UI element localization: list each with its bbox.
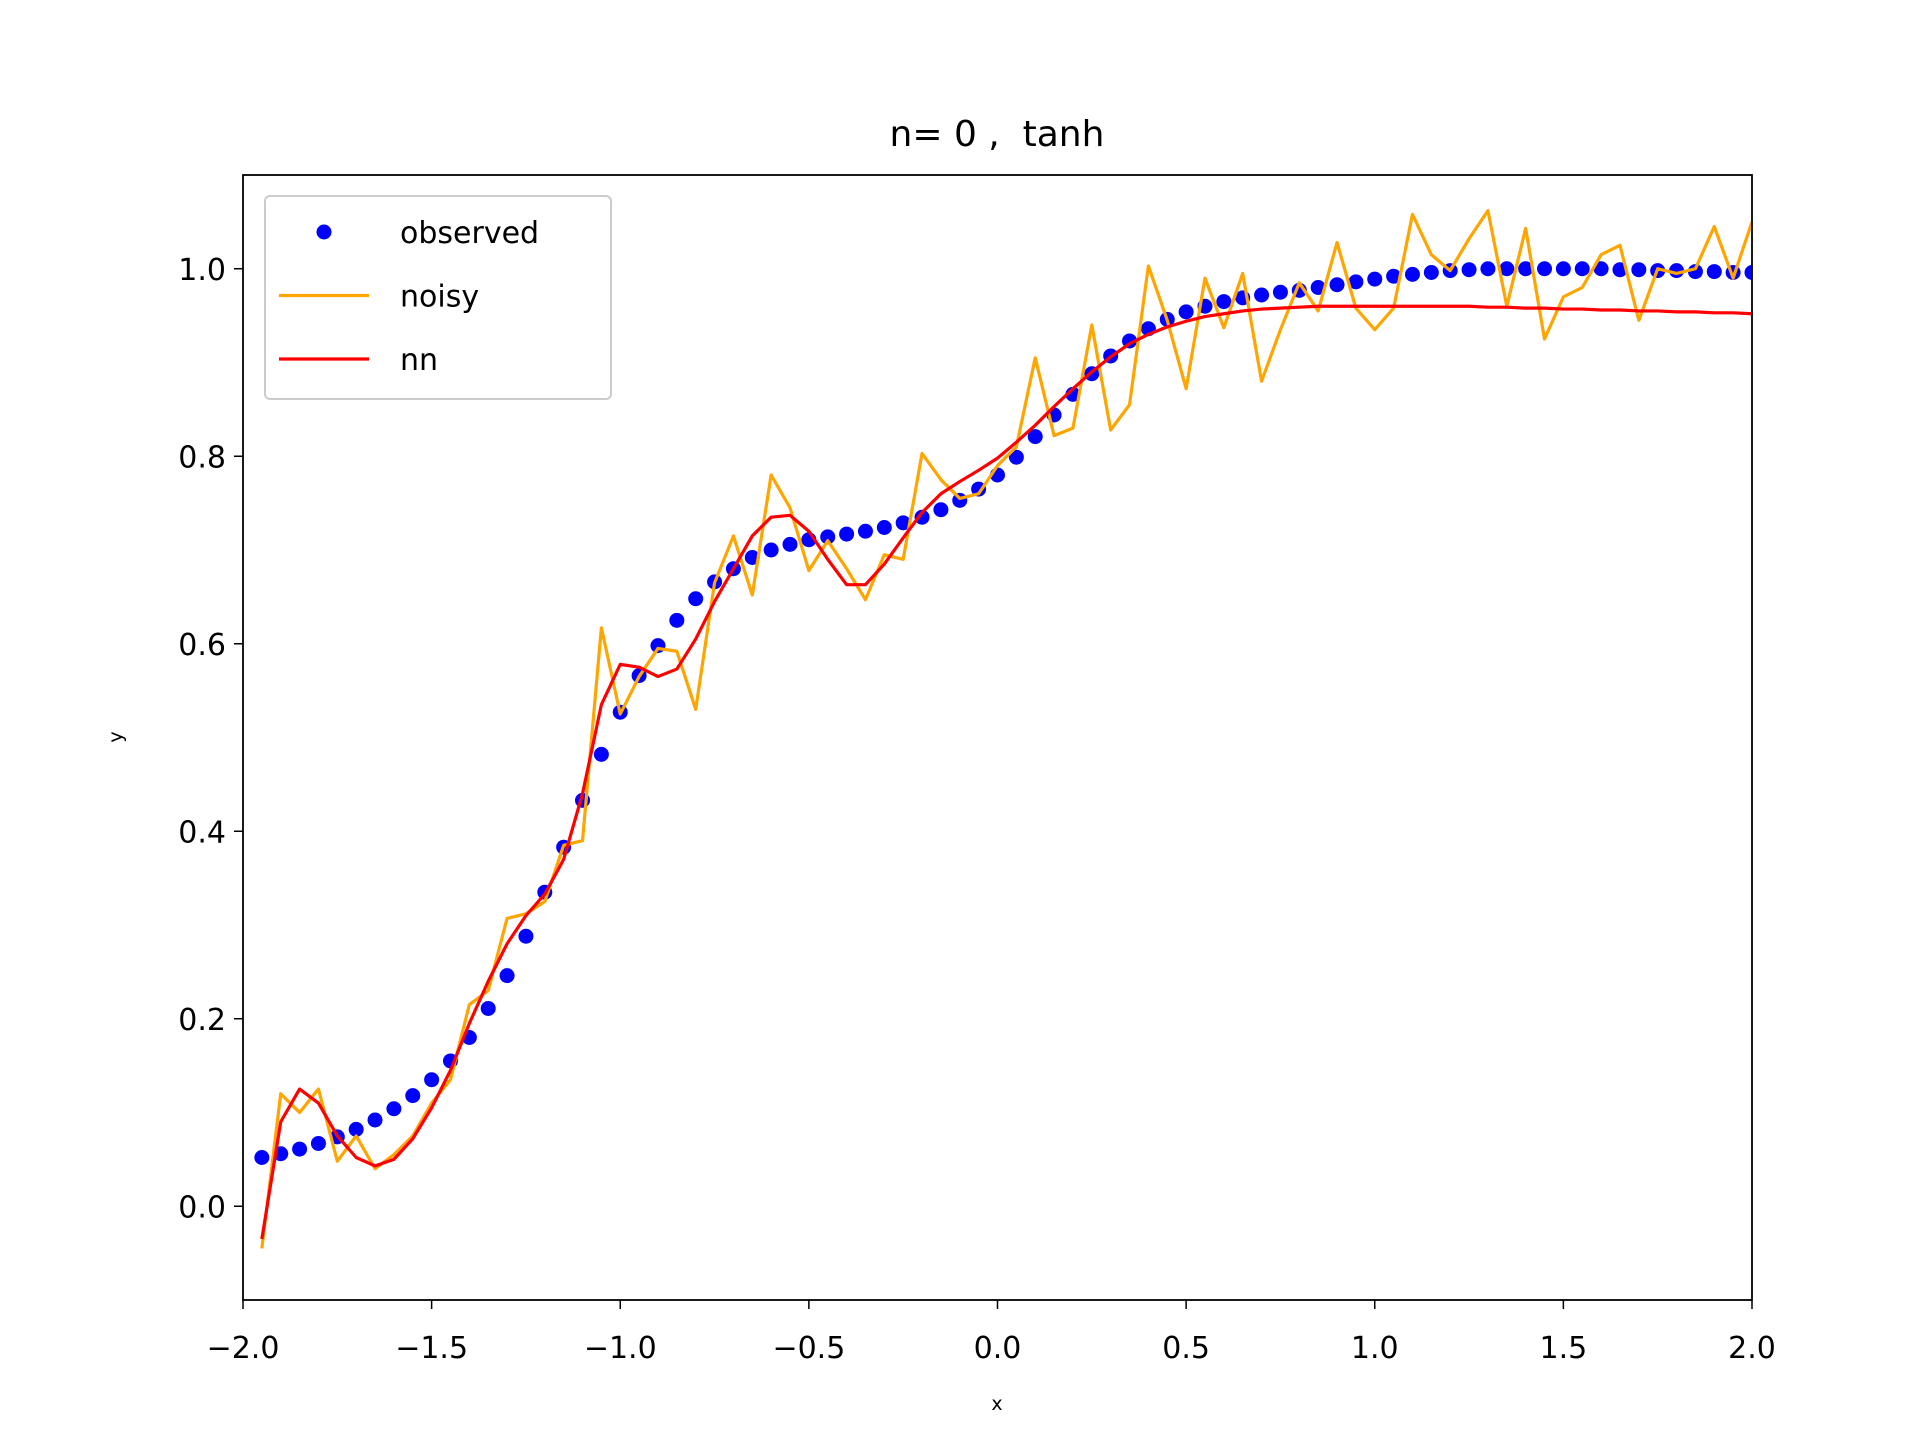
- x-tick-label: −1.0: [584, 1331, 657, 1366]
- observed-point: [254, 1150, 270, 1165]
- x-axis-label: x: [991, 1393, 1002, 1415]
- observed-point: [518, 928, 534, 944]
- y-tick-label: 0.4: [178, 815, 226, 850]
- observed-point: [1706, 264, 1722, 280]
- observed-point: [857, 523, 873, 539]
- observed-point: [348, 1121, 364, 1137]
- observed-point: [1367, 271, 1383, 287]
- observed-point: [1254, 287, 1270, 303]
- observed-point: [386, 1101, 402, 1117]
- observed-point: [933, 502, 949, 518]
- legend-label: nn: [400, 343, 438, 378]
- observed-point: [1008, 449, 1024, 465]
- observed-point: [914, 509, 930, 525]
- y-tick-label: 1.0: [178, 253, 226, 288]
- x-tick-label: 2.0: [1728, 1331, 1776, 1366]
- observed-point: [1744, 265, 1752, 280]
- observed-point: [1310, 280, 1326, 295]
- observed-point: [763, 542, 779, 558]
- observed-point: [1178, 304, 1194, 320]
- observed-point: [499, 968, 515, 984]
- observed-point: [1574, 261, 1590, 277]
- observed-point: [1555, 261, 1571, 277]
- x-tick-label: 0.5: [1162, 1331, 1210, 1366]
- chart-title: n= 0 , tanh: [890, 114, 1105, 155]
- y-tick-label: 0.0: [178, 1190, 226, 1225]
- observed-point: [1537, 261, 1553, 277]
- observed-point: [292, 1141, 308, 1157]
- observed-point: [688, 591, 704, 607]
- observed-point: [1423, 265, 1439, 280]
- observed-point: [1272, 284, 1288, 300]
- x-tick-label: −2.0: [207, 1331, 280, 1366]
- legend-marker: [316, 224, 332, 240]
- x-tick-label: 1.0: [1351, 1331, 1399, 1366]
- observed-point: [1216, 294, 1232, 310]
- observed-point: [876, 520, 892, 535]
- observed-point: [1027, 429, 1043, 445]
- observed-point: [1386, 268, 1402, 284]
- y-axis-label: y: [105, 731, 127, 742]
- observed-point: [1348, 274, 1364, 290]
- observed-point: [593, 746, 609, 762]
- observed-point: [839, 526, 855, 542]
- observed-point: [1404, 266, 1420, 282]
- observed-point: [1687, 264, 1703, 280]
- observed-point: [669, 612, 685, 628]
- observed-point: [820, 529, 836, 545]
- series-line: [260, 304, 1752, 1240]
- observed-point: [1631, 262, 1647, 278]
- y-tick-label: 0.2: [178, 1003, 226, 1038]
- observed-point: [367, 1112, 383, 1128]
- observed-point: [1329, 277, 1345, 293]
- observed-point: [1518, 261, 1534, 277]
- observed-point: [405, 1088, 421, 1104]
- legend-label: noisy: [400, 280, 479, 315]
- observed-point: [1593, 261, 1609, 277]
- observed-point: [895, 515, 911, 531]
- observed-point: [1461, 262, 1477, 278]
- x-tick-label: −1.5: [395, 1331, 468, 1366]
- observed-point: [424, 1072, 440, 1088]
- x-tick-label: 1.5: [1540, 1331, 1588, 1366]
- observed-point: [1480, 261, 1496, 277]
- legend-label: observed: [400, 216, 539, 251]
- observed-point: [1669, 263, 1685, 279]
- observed-point: [1499, 261, 1515, 277]
- series-line: [260, 209, 1752, 1249]
- plot-frame: [242, 174, 1753, 1301]
- observed-point: [480, 1000, 496, 1016]
- y-tick-label: 0.6: [178, 628, 226, 663]
- observed-point: [782, 536, 798, 552]
- x-tick-label: −0.5: [772, 1331, 845, 1366]
- legend-box: [264, 195, 612, 400]
- observed-point: [310, 1135, 326, 1151]
- y-tick-label: 0.8: [178, 440, 226, 475]
- x-tick-label: 0.0: [974, 1331, 1022, 1366]
